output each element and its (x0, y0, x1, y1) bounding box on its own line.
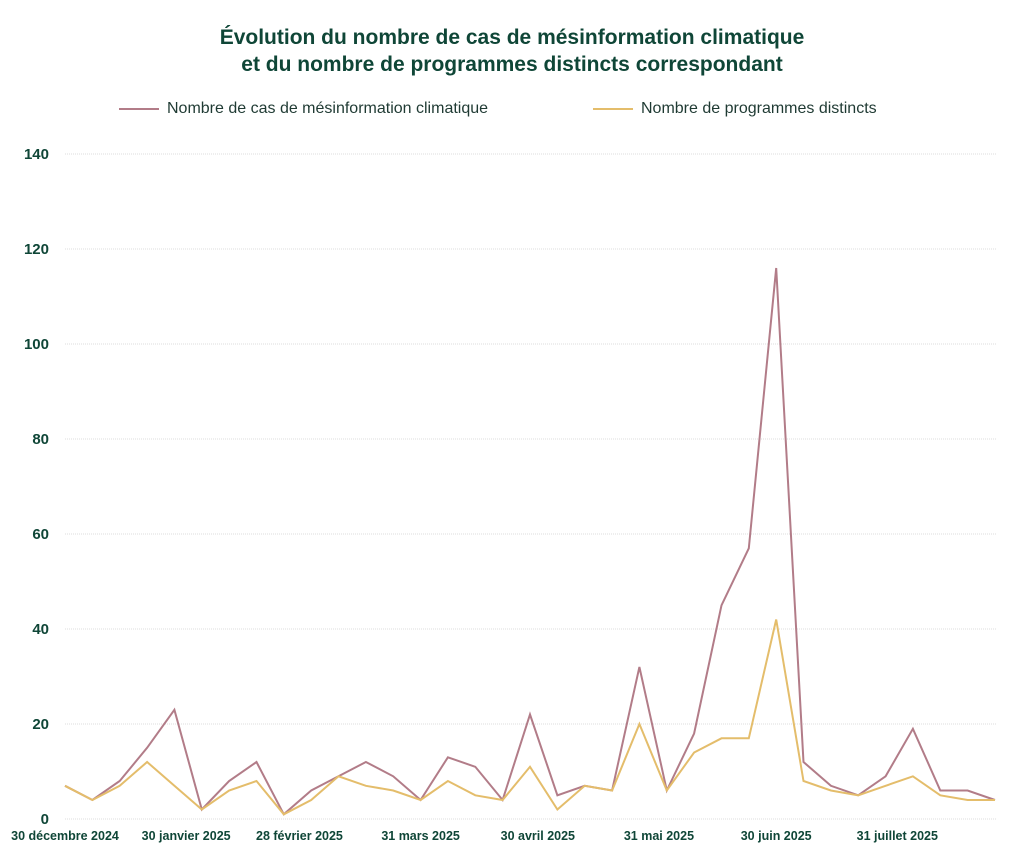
legend-item-cases: Nombre de cas de mésinformation climatiq… (119, 100, 488, 118)
chart-title-line-1: Évolution du nombre de cas de mésinforma… (219, 26, 805, 49)
x-tick-label: 30 juin 2025 (741, 829, 812, 843)
legend-swatch-cases (119, 108, 159, 110)
y-tick-label: 0 (41, 811, 49, 828)
y-tick-label: 40 (32, 621, 49, 638)
legend-label-programs: Nombre de programmes distincts (641, 100, 877, 117)
x-tick-label: 31 mars 2025 (381, 829, 460, 843)
x-tick-label: 30 décembre 2024 (11, 829, 119, 843)
legend-item-programs: Nombre de programmes distincts (593, 100, 877, 118)
y-tick-label: 20 (32, 716, 49, 733)
y-tick-label: 80 (32, 431, 49, 448)
x-tick-label: 30 janvier 2025 (142, 829, 231, 843)
series-line-0 (64, 267, 996, 816)
legend-swatch-programs (593, 108, 633, 110)
x-tick-label: 30 avril 2025 (501, 829, 575, 843)
y-tick-label: 60 (32, 526, 49, 543)
x-tick-label: 28 février 2025 (256, 829, 343, 843)
y-tick-label: 120 (24, 241, 49, 258)
series-line-1 (64, 619, 995, 816)
y-tick-label: 140 (24, 146, 49, 163)
y-tick-label: 100 (24, 336, 49, 353)
chart-title: Évolution du nombre de cas de mésinforma… (0, 24, 1024, 78)
x-tick-label: 31 juillet 2025 (857, 829, 938, 843)
chart-title-line-2: et du nombre de programmes distincts cor… (241, 53, 783, 76)
legend-label-cases: Nombre de cas de mésinformation climatiq… (167, 100, 489, 117)
x-tick-label: 31 mai 2025 (624, 829, 694, 843)
